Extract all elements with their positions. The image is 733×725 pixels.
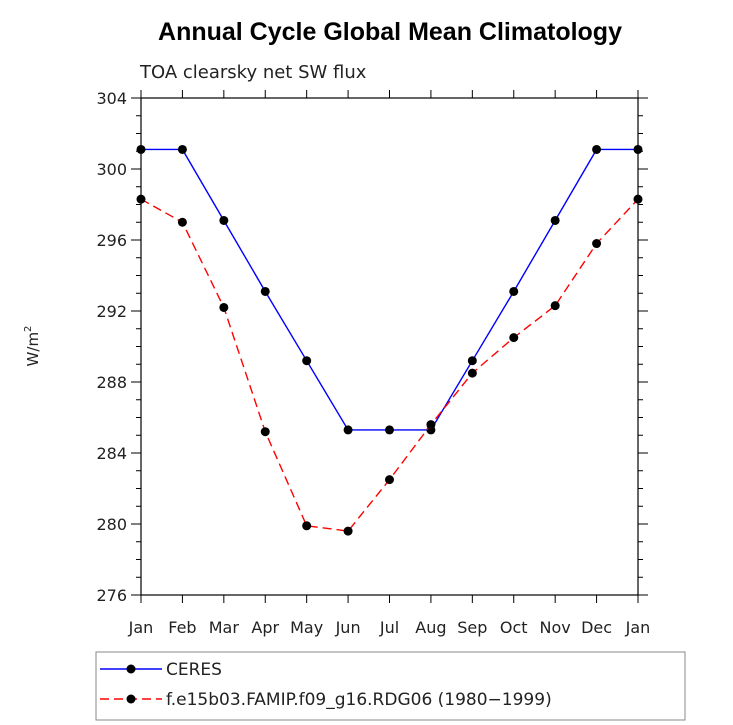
legend-marker-1 (126, 694, 136, 704)
chart-subtitle: TOA clearsky net SW flux (139, 62, 367, 83)
legend-label-0: CERES (166, 660, 222, 680)
plot-frame (140, 97, 639, 596)
data-point-series-1 (177, 217, 187, 227)
x-tick-label: Jun (335, 618, 361, 637)
data-point-series-1 (592, 239, 602, 249)
y-tick-label: 292 (96, 302, 127, 321)
data-point-series-0 (592, 144, 602, 154)
y-tick-label: 304 (96, 89, 127, 108)
data-point-series-1 (385, 475, 394, 485)
data-point-series-0 (509, 286, 519, 296)
data-point-series-1 (302, 521, 312, 531)
x-tick-label: Dec (581, 618, 612, 637)
data-point-series-1 (509, 333, 519, 343)
y-axis-label-text: W/m (24, 332, 42, 367)
x-tick-label: Aug (415, 618, 446, 637)
data-point-series-0 (550, 215, 560, 225)
data-point-series-0 (177, 144, 187, 154)
x-tick-label: Jul (379, 618, 399, 637)
x-tick-label: May (290, 618, 323, 637)
x-tick-label: Apr (251, 618, 279, 637)
series-line-0 (141, 148, 638, 431)
y-tick-label: 296 (96, 231, 127, 250)
data-point-series-1 (550, 301, 560, 311)
x-tick-label: Feb (168, 618, 196, 637)
y-tick-labels: 276 280 284 288 292 296 300 304 (96, 89, 127, 605)
x-tick-label: Jan (128, 618, 154, 637)
x-tick-label: Mar (209, 618, 240, 637)
axes-ticks (131, 90, 648, 603)
legend-box (95, 651, 686, 721)
legend-label-1: f.e15b03.FAMIP.f09_g16.RDG06 (1980−1999) (166, 690, 552, 710)
data-point-series-1 (467, 368, 477, 378)
legend-marker-0 (126, 664, 136, 674)
y-tick-label: 280 (96, 515, 127, 534)
y-tick-label: 276 (96, 586, 127, 605)
y-axis-label-superscript: 2 (23, 326, 34, 332)
x-tick-label: Jan (625, 618, 651, 637)
data-point-series-0 (219, 215, 229, 225)
series-layer (136, 144, 643, 536)
data-point-series-1 (343, 526, 353, 536)
x-tick-label: Nov (540, 618, 571, 637)
y-tick-label: 300 (96, 160, 127, 179)
legend: CERES f.e15b03.FAMIP.f09_g16.RDG06 (1980−… (95, 651, 686, 721)
chart-title: Annual Cycle Global Mean Climatology (158, 18, 622, 46)
data-point-series-0 (260, 286, 270, 296)
data-point-series-0 (302, 356, 312, 366)
data-point-series-0 (467, 356, 477, 366)
data-point-series-1 (260, 427, 270, 437)
y-axis-label: W/m2 (23, 326, 42, 367)
data-point-series-0 (343, 425, 353, 435)
x-tick-labels: Jan Feb Mar Apr May Jun Jul Aug Sep Oct Nov Dec Jan (128, 618, 651, 637)
data-point-series-0 (385, 425, 394, 435)
x-tick-label: Oct (500, 618, 528, 637)
y-tick-label: 288 (96, 373, 127, 392)
data-point-series-1 (219, 302, 229, 312)
y-tick-label: 284 (96, 444, 127, 463)
data-point-series-1 (426, 420, 436, 430)
x-tick-label: Sep (457, 618, 487, 637)
